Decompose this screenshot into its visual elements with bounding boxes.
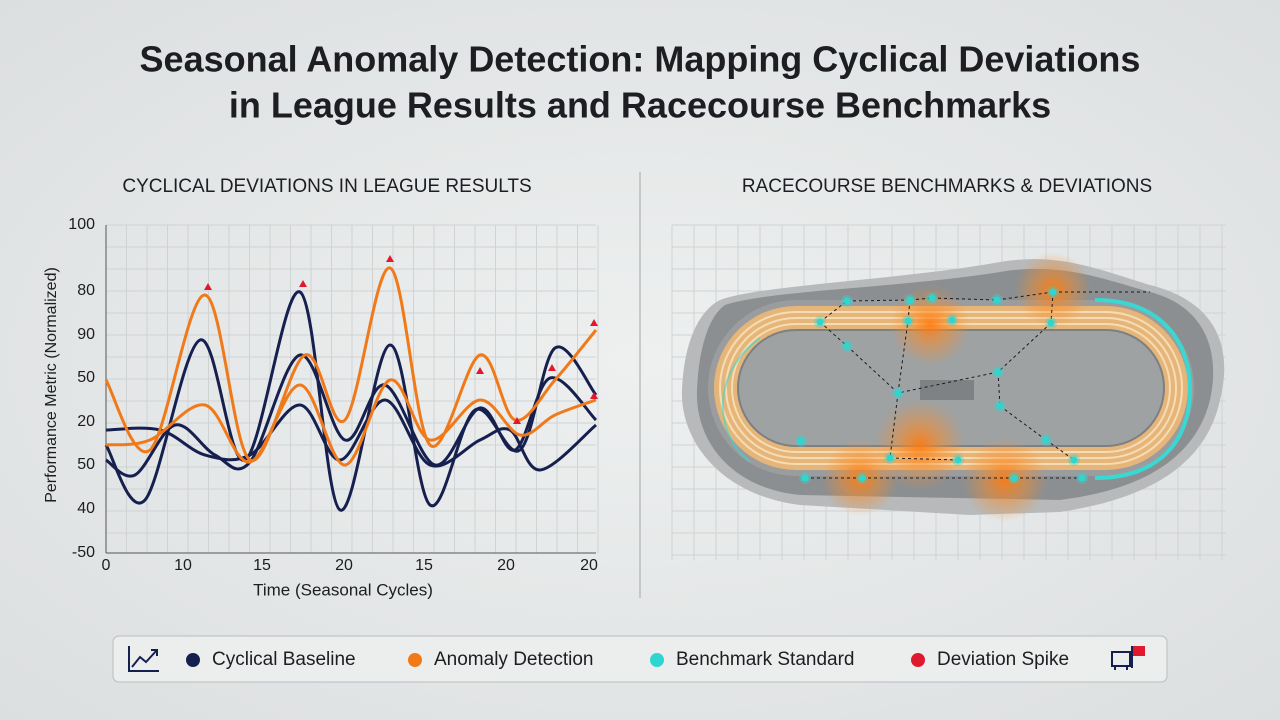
link bbox=[889, 457, 959, 461]
x-tick-label: 15 bbox=[253, 557, 271, 574]
x-tick-label: 20 bbox=[580, 557, 598, 574]
legend-label: Cyclical Baseline bbox=[212, 649, 356, 670]
link bbox=[909, 297, 933, 301]
x-tick-label: 20 bbox=[497, 557, 515, 574]
title-line: in League Results and Racecourse Benchma… bbox=[229, 85, 1051, 126]
node bbox=[894, 389, 902, 397]
legend-swatch bbox=[408, 653, 422, 667]
x-axis-label: Time (Seasonal Cycles) bbox=[253, 580, 433, 599]
node bbox=[1010, 474, 1018, 482]
flag-icon bbox=[1111, 646, 1145, 670]
legend-label: Anomaly Detection bbox=[434, 649, 593, 670]
y-tick-label: 50 bbox=[77, 369, 95, 386]
link bbox=[1050, 291, 1054, 324]
link bbox=[846, 299, 911, 302]
spike-marker bbox=[590, 392, 598, 399]
spike-marker bbox=[386, 255, 394, 262]
y-tick-label: 100 bbox=[68, 216, 95, 233]
benchmark-arc bbox=[1094, 298, 1193, 480]
node bbox=[1078, 474, 1086, 482]
node bbox=[843, 342, 851, 350]
node bbox=[843, 297, 851, 305]
node bbox=[994, 368, 1002, 376]
y-axis-label: Performance Metric (Normalized) bbox=[43, 267, 60, 503]
infield-marker bbox=[920, 380, 974, 400]
node bbox=[797, 437, 805, 445]
link bbox=[889, 392, 899, 459]
node bbox=[993, 296, 1001, 304]
node bbox=[948, 316, 956, 324]
legend-label: Deviation Spike bbox=[937, 649, 1069, 670]
x-tick-label: 0 bbox=[102, 557, 111, 574]
spike-marker bbox=[548, 364, 556, 371]
spike-marker bbox=[299, 280, 307, 287]
spike-marker bbox=[204, 283, 212, 290]
y-tick-label: 90 bbox=[77, 326, 95, 343]
node bbox=[996, 402, 1004, 410]
node bbox=[858, 474, 866, 482]
glow bbox=[875, 400, 965, 490]
node bbox=[886, 454, 894, 462]
spike-marker bbox=[476, 367, 484, 374]
glow bbox=[890, 285, 970, 365]
node bbox=[928, 294, 936, 302]
x-tick-label: 20 bbox=[335, 557, 353, 574]
curves bbox=[104, 255, 598, 512]
legend-swatch bbox=[186, 653, 200, 667]
x-tick-label: 15 bbox=[415, 557, 433, 574]
node bbox=[1042, 436, 1050, 444]
curve bbox=[105, 378, 597, 467]
legend-swatch bbox=[911, 653, 925, 667]
spike-marker bbox=[590, 319, 598, 326]
legend-box bbox=[112, 635, 1168, 683]
node bbox=[954, 456, 962, 464]
glow bbox=[963, 438, 1047, 522]
benchmark-arc bbox=[721, 337, 761, 463]
node bbox=[816, 318, 824, 326]
node bbox=[1070, 456, 1078, 464]
y-tick-label: 40 bbox=[77, 500, 95, 517]
legend-swatch bbox=[650, 653, 664, 667]
x-tick-label: 10 bbox=[174, 557, 192, 574]
y-tick-label: 20 bbox=[77, 413, 95, 430]
node bbox=[1049, 288, 1057, 296]
panel-title: RACECOURSE BENCHMARKS & DEVIATIONS bbox=[742, 176, 1152, 197]
node bbox=[801, 474, 809, 482]
link bbox=[931, 297, 998, 301]
link bbox=[997, 322, 1052, 373]
panel-title: CYCLICAL DEVIATIONS IN LEAGUE RESULTS bbox=[122, 176, 531, 197]
y-tick-label: -50 bbox=[72, 544, 95, 561]
curve bbox=[104, 266, 598, 462]
node bbox=[904, 317, 912, 325]
y-tick-label: 80 bbox=[77, 282, 95, 299]
node bbox=[1047, 319, 1055, 327]
curve bbox=[105, 353, 598, 478]
spike-marker bbox=[513, 417, 521, 424]
node bbox=[906, 296, 914, 304]
y-tick-label: 50 bbox=[77, 456, 95, 473]
link bbox=[897, 320, 909, 394]
racecourse bbox=[671, 224, 1226, 560]
title-line: Seasonal Anomaly Detection: Mapping Cycl… bbox=[140, 39, 1141, 80]
legend-icon bbox=[128, 646, 159, 672]
legend: Cyclical Baseline Anomaly Detection Benchm… bbox=[186, 649, 1069, 670]
link bbox=[897, 371, 999, 394]
link bbox=[819, 321, 848, 347]
legend-label: Benchmark Standard bbox=[676, 649, 855, 670]
